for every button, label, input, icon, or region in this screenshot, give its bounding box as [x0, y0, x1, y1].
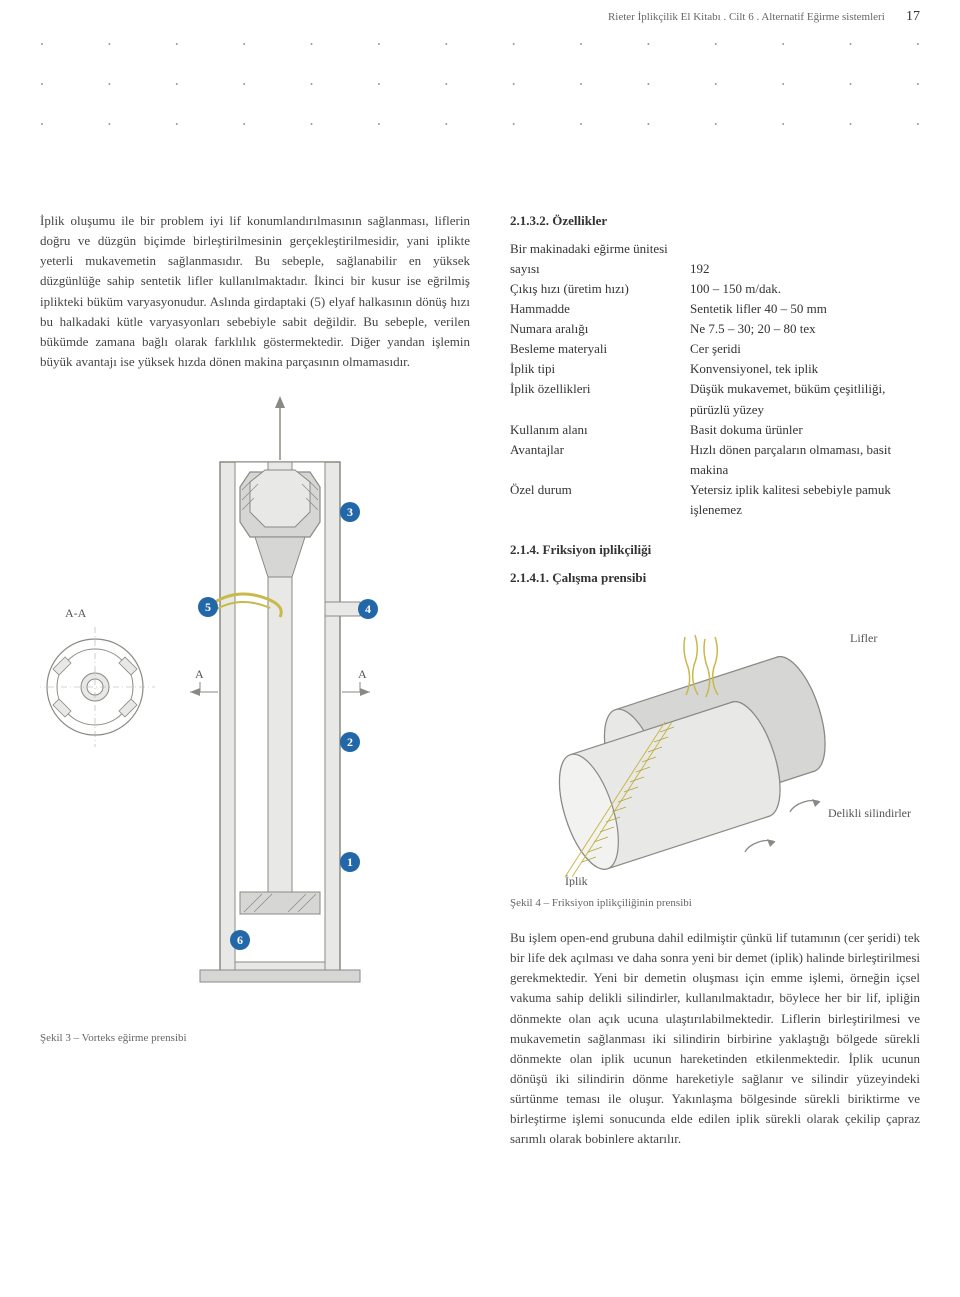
- label-cylinders: Delikli silindirler: [828, 806, 911, 820]
- friction-diagram: Lifler Delikli silindirler İplik Şekil 4…: [510, 627, 920, 912]
- spec-row: AvantajlarHızlı dönen parçaların olmamas…: [510, 440, 920, 480]
- spec-row: Besleme materyaliCer şeridi: [510, 339, 920, 359]
- axis-label-a-left: A: [195, 667, 204, 681]
- vortex-svg: A A: [40, 392, 470, 1022]
- spec-row: Çıkış hızı (üretim hızı)100 – 150 m/dak.: [510, 279, 920, 299]
- section-label-aa: A-A: [65, 606, 87, 620]
- heading-2132: 2.1.3.2. Özellikler: [510, 211, 920, 231]
- axis-label-a-right: A: [358, 667, 367, 681]
- paragraph-vortex: İplik oluşumu ile bir problem iyi lif ko…: [40, 211, 470, 372]
- spec-row: Numara aralığıNe 7.5 – 30; 20 – 80 tex: [510, 319, 920, 339]
- spec-row: HammaddeSentetik lifler 40 – 50 mm: [510, 299, 920, 319]
- spec-row: Kullanım alanıBasit dokuma ürünler: [510, 420, 920, 440]
- badge-5: 5: [198, 597, 218, 617]
- badge-6: 6: [230, 930, 250, 950]
- spec-intro: Bir makinadaki eğirme ünitesi: [510, 239, 920, 259]
- dotted-separator: ••••••••••••••: [40, 79, 920, 91]
- spec-row: İplik özellikleriDüşük mukavemet, büküm …: [510, 379, 920, 419]
- badge-1: 1: [340, 852, 360, 872]
- figure3-caption: Şekil 3 – Vorteks eğirme prensibi: [40, 1030, 470, 1047]
- heading-214: 2.1.4. Friksiyon iplikçiliği: [510, 540, 920, 560]
- svg-text:1: 1: [347, 855, 353, 869]
- main-content: İplik oluşumu ile bir problem iyi lif ko…: [40, 211, 920, 1166]
- spec-row: İplik tipiKonvensiyonel, tek iplik: [510, 359, 920, 379]
- friction-svg: Lifler Delikli silindirler İplik: [510, 627, 920, 887]
- figure4-caption: Şekil 4 – Friksiyon iplikçiliğinin prens…: [510, 895, 920, 912]
- svg-text:5: 5: [205, 600, 211, 614]
- dotted-separator: ••••••••••••••: [40, 39, 920, 51]
- badge-4: 4: [358, 599, 378, 619]
- spec-table: Bir makinadaki eğirme ünitesi sayısı192 …: [510, 239, 920, 521]
- spec-row: sayısı192: [510, 259, 920, 279]
- label-fibers: Lifler: [850, 631, 877, 645]
- svg-text:3: 3: [347, 505, 353, 519]
- badge-2: 2: [340, 732, 360, 752]
- breadcrumb: Rieter İplikçilik El Kitabı . Cilt 6 . A…: [608, 11, 885, 23]
- svg-text:6: 6: [237, 933, 243, 947]
- paragraph-friction: Bu işlem open-end grubuna dahil edilmişt…: [510, 928, 920, 1150]
- spec-row: Özel durumYetersiz iplik kalitesi sebebi…: [510, 480, 920, 520]
- right-column: 2.1.3.2. Özellikler Bir makinadaki eğirm…: [510, 211, 920, 1166]
- vortex-diagram: A A: [40, 392, 470, 1047]
- page-number: 17: [906, 9, 920, 24]
- badge-3: 3: [340, 502, 360, 522]
- svg-text:2: 2: [347, 735, 353, 749]
- page-header: Rieter İplikçilik El Kitabı . Cilt 6 . A…: [40, 0, 920, 27]
- label-yarn: İplik: [565, 874, 588, 887]
- svg-text:4: 4: [365, 602, 371, 616]
- heading-2141: 2.1.4.1. Çalışma prensibi: [510, 568, 920, 588]
- dotted-separator: ••••••••••••••: [40, 119, 920, 131]
- left-column: İplik oluşumu ile bir problem iyi lif ko…: [40, 211, 470, 1166]
